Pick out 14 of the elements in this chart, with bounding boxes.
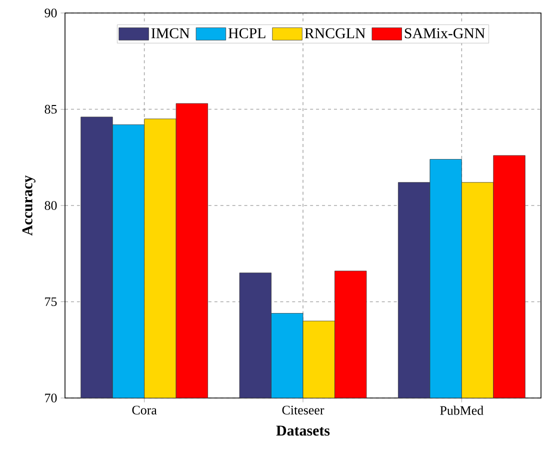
legend-label: RNCGLN (304, 28, 366, 38)
y-tick-label: 80 (44, 201, 57, 210)
legend-label: SAMix-GNN (404, 28, 485, 38)
x-axis-title: Datasets (276, 426, 330, 436)
legend-label: HCPL (228, 28, 266, 38)
y-tick-label: 70 (45, 394, 57, 402)
y-tick-label: 75 (45, 297, 57, 306)
legend-label: IMCN (151, 28, 190, 38)
x-tick-label: Citeseer (282, 406, 324, 414)
y-tick-label: 85 (44, 104, 57, 114)
y-axis-title: Accuracy (22, 175, 36, 236)
x-tick-label: PubMed (440, 406, 484, 415)
x-tick-label: Cora (132, 406, 157, 414)
y-tick-label: 90 (44, 8, 57, 18)
